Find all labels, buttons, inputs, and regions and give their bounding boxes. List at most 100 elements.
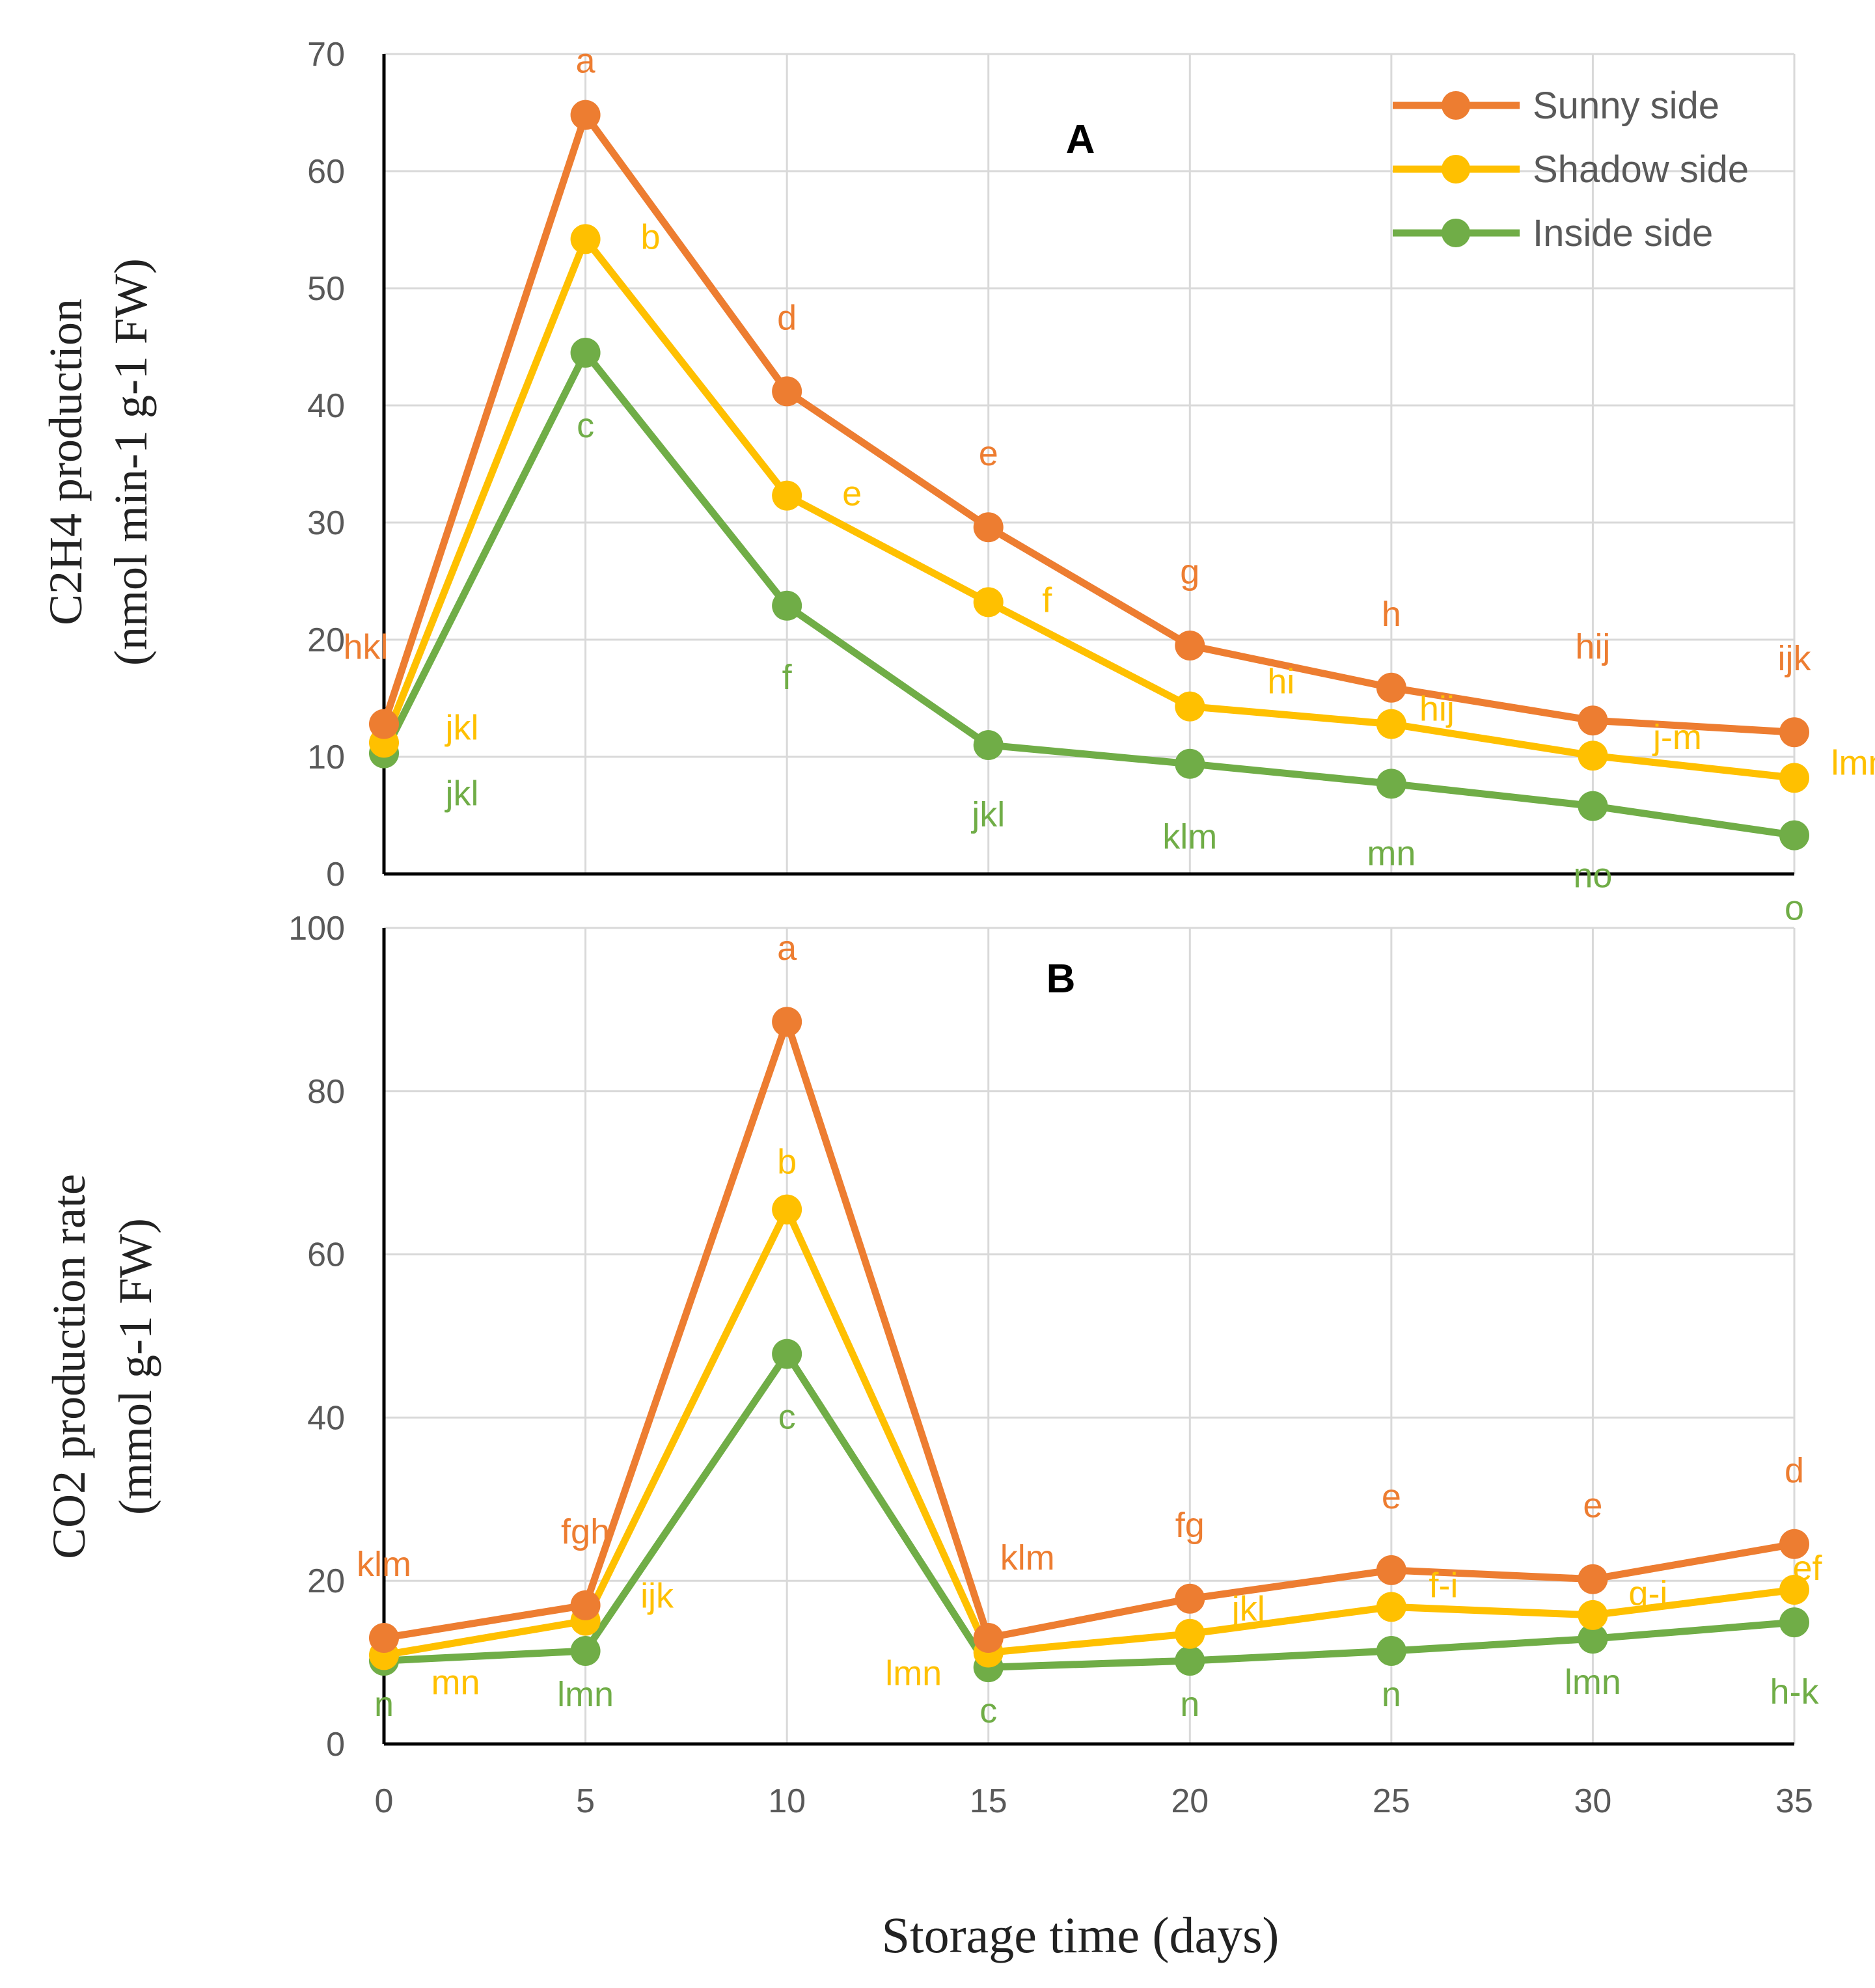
panel-b-series-shadow-side [369, 1194, 1809, 1670]
panel-a-significance-label: b [641, 217, 661, 256]
panel-a-data-point [1578, 705, 1608, 736]
panel-a-significance-label: jkl [445, 708, 479, 747]
panel-a-significance-label: hij [1575, 627, 1610, 666]
panel-b-x-tick-label: 15 [970, 1782, 1007, 1820]
panel-b-significance-label: b [777, 1143, 797, 1182]
panel-b-x-tick-label: 35 [1775, 1782, 1813, 1820]
panel-a-data-point [570, 100, 601, 130]
panel-b-significance-label: n [1382, 1675, 1401, 1714]
panel-b-data-point [772, 1194, 802, 1225]
panel-b-data-point [772, 1339, 802, 1369]
panel-b-data-point [1779, 1574, 1809, 1605]
panel-b-significance-labels: mn ijk b lmn jkl f-i g-i ef [431, 1143, 1822, 1702]
panel-b-y-tick-label: 40 [307, 1399, 345, 1437]
panel-b-significance-label: f-i [1429, 1566, 1458, 1605]
panel-a-series-line [381, 349, 1795, 839]
panel-a-significance-label: c [577, 406, 594, 445]
panel-b-data-point [369, 1622, 399, 1653]
panel-a-significance-label: no [1573, 856, 1612, 895]
panel-b-y-tick-label: 60 [307, 1236, 345, 1274]
legend-label: Inside side [1533, 212, 1713, 254]
legend-label: Shadow side [1533, 148, 1749, 191]
panel-a-data-point [772, 376, 802, 407]
panel-a-significance-label: hi [1267, 662, 1294, 701]
panel-a-data-point [570, 338, 601, 368]
panel-a-series-line [380, 235, 1795, 782]
panel-a-y-tick-label: 60 [307, 153, 345, 191]
panel-a-data-point [973, 512, 1004, 543]
panel-a-significance-label: o [1785, 889, 1804, 928]
panel-a-y-tick-label: 20 [307, 621, 345, 659]
panel-b-data-point [1175, 1618, 1205, 1649]
panel-b-significance-label: ijk [640, 1577, 674, 1616]
panel-b-series-line [383, 1018, 1795, 1642]
panel-b-significance-label: a [777, 929, 797, 968]
panel-a-y-tick-label: 30 [307, 504, 345, 542]
panel-b-data-point [1779, 1607, 1809, 1638]
panel-a-significance-label: klm [1162, 817, 1217, 856]
legend-item: Shadow side [1393, 148, 1749, 191]
panel-b-significance-label: fgh [561, 1512, 610, 1551]
panel-b-y-tick-label: 100 [288, 910, 345, 947]
panel-b-significance-label: n [1180, 1685, 1199, 1724]
panel-a-significance-label: e [979, 434, 998, 473]
legend-item: Sunny side [1393, 85, 1719, 127]
panel-a-data-point [772, 590, 802, 621]
panel-a-significance-label: j-m [1652, 718, 1702, 757]
panel-b-data-point [1578, 1600, 1608, 1630]
panel-b-significance-labels: klm fgh a klm fg e e d [357, 929, 1804, 1584]
panel-a-significance-labels: jkl b e f hi hij j-m lmn [445, 217, 1875, 782]
panel-a-y-label-line2: (nmol min-1 g-1 FW) [105, 258, 157, 666]
panel-a-data-point [1376, 672, 1406, 703]
panel-a-data-point [1779, 717, 1809, 748]
panel-a-y-label-line1: C2H4 production [40, 299, 92, 625]
panel-a-significance-label: jkl [445, 774, 479, 813]
panel-b-y-axis-label: CO2 production rate (mmol g-1 FW) [43, 1174, 161, 1559]
panel-b-significance-label: klm [357, 1545, 411, 1584]
panel-a-data-point [570, 224, 601, 254]
panel-b-x-tick-label: 0 [375, 1782, 394, 1820]
panel-b-data-point [1578, 1624, 1608, 1654]
panel-b-significance-label: n [374, 1685, 394, 1724]
panel-b-data-point [570, 1590, 601, 1620]
panel-a-significance-label: d [777, 298, 797, 337]
panel-b-data-point [1175, 1646, 1205, 1676]
legend: Sunny side Shadow side Inside side [1393, 85, 1749, 254]
panel-a-y-tick-label: 0 [326, 856, 345, 893]
panel-b-significance-label: lmn [885, 1654, 942, 1693]
panel-a-series-sunny-side [369, 100, 1809, 748]
panel-b-data-point [1779, 1529, 1809, 1559]
panel-b-data-point [570, 1636, 601, 1667]
panel-b-series-line [383, 1350, 1795, 1671]
panel-b-significance-label: lmn [1565, 1663, 1621, 1702]
legend-swatch-marker [1442, 219, 1470, 247]
panel-a-data-point [1578, 741, 1608, 771]
panel-a-y-tick-label: 50 [307, 270, 345, 308]
panel-a-data-point [973, 587, 1004, 618]
panel-b-x-tick-label: 30 [1574, 1782, 1612, 1820]
panel-b-y-label-line2: (mmol g-1 FW) [109, 1218, 161, 1515]
panel-a-series-line [380, 111, 1795, 736]
panel-b-significance-label: d [1785, 1451, 1804, 1490]
panel-a-significance-label: jkl [970, 795, 1005, 834]
panel-b-data-point [1376, 1555, 1406, 1585]
panel-b-significance-label: g-i [1628, 1574, 1667, 1613]
panel-a-significance-label: f [1042, 580, 1052, 620]
panel-a-y-axis-label: C2H4 production (nmol min-1 g-1 FW) [40, 258, 157, 666]
panel-b-x-tick-label: 20 [1171, 1782, 1209, 1820]
panel-a-significance-label: ijk [1778, 639, 1812, 678]
panel-b-series-sunny-side [369, 1007, 1809, 1653]
panel-a-data-point [1175, 748, 1205, 779]
panel-b-data-point [1578, 1564, 1608, 1594]
panel-a-significance-label: f [782, 658, 793, 697]
panel-a-data-point [1376, 709, 1406, 739]
panel-b-y-tick-label: 20 [307, 1562, 345, 1600]
panel-a-data-point [1578, 791, 1608, 821]
panel-a-significance-label: h [1382, 595, 1401, 634]
panel-a-data-point [1779, 820, 1809, 851]
panel-b-data-point [973, 1622, 1004, 1653]
panel-b-x-tick-label: 10 [768, 1782, 806, 1820]
